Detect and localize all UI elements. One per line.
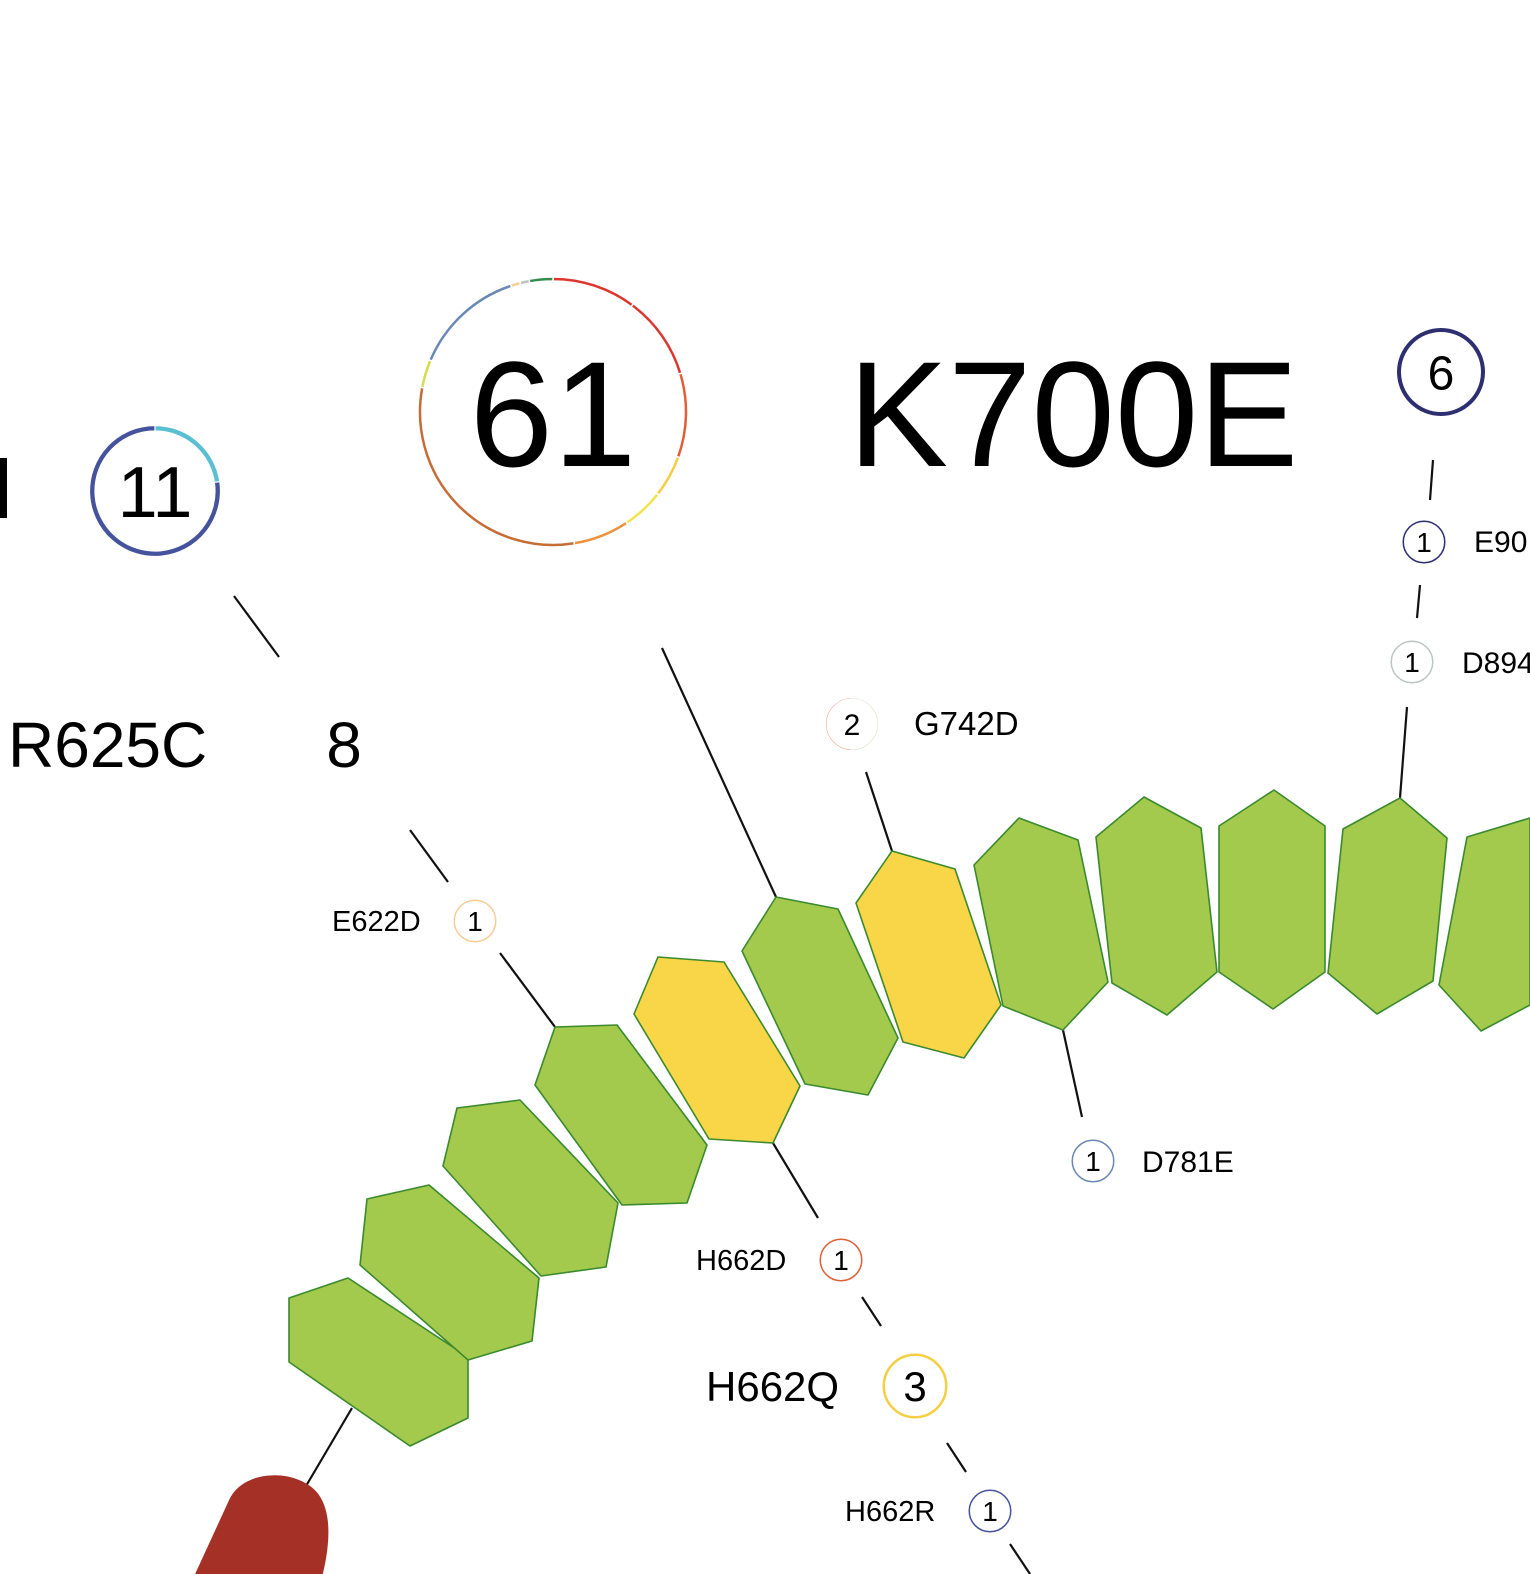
repeat-segment [1327, 797, 1448, 1015]
node-label: D894 [1462, 647, 1530, 680]
node-label: K700E [848, 330, 1298, 498]
connector-g742d [864, 771, 894, 852]
node-count: 1 [1085, 1146, 1101, 1177]
donut-slice [88, 424, 222, 558]
clipped-label-fragment [0, 458, 7, 518]
donut-slice [1397, 328, 1485, 416]
connector-bottom [1009, 1543, 1031, 1574]
node-count: 1 [982, 1496, 998, 1527]
donut-slice [419, 358, 434, 389]
repeat-segment [1218, 789, 1326, 1010]
donut-slice [968, 1489, 1012, 1533]
connector-h662d [772, 1142, 819, 1219]
connector-e902 [1415, 584, 1422, 619]
repeat-segment [1438, 817, 1530, 1032]
node-count: 8 [326, 709, 362, 781]
donut-slice [552, 276, 635, 308]
node-count: 1 [833, 1245, 849, 1276]
donut-slice [630, 302, 684, 376]
connector-k700e [660, 647, 778, 898]
node-label: R625C [8, 709, 207, 781]
donut-slice [882, 1353, 948, 1419]
repeat-segment [973, 817, 1109, 1031]
connector-r625h [233, 595, 280, 658]
heat-repeat-domains [195, 789, 1530, 1574]
node-count: 1 [467, 906, 483, 937]
repeat-segment [442, 1099, 619, 1277]
repeat-segment [633, 956, 801, 1144]
donut-slice [655, 455, 681, 497]
donut-slice [453, 899, 497, 943]
mutation-nodes: 61 K700E 11 8 R625C 6 1 E90 1 D894 [0, 276, 1530, 1533]
donut-slice [819, 1238, 863, 1282]
donut-slice [288, 688, 384, 800]
node-d781e[interactable]: 1 D781E [1071, 1139, 1234, 1183]
donut-slice [518, 278, 531, 286]
donut-slice [509, 280, 522, 289]
node-label: E622D [332, 906, 421, 938]
node-d894[interactable]: 1 D894 [1390, 640, 1530, 684]
node-count: 6 [1428, 347, 1455, 400]
node-count: 3 [903, 1363, 926, 1410]
terminal-domain [195, 1475, 329, 1574]
donut-slice [573, 520, 629, 547]
node-label: D781E [1142, 1146, 1234, 1179]
node-label: H662R [845, 1496, 935, 1528]
node-k666[interactable]: 6 [1397, 328, 1485, 416]
node-count: 1 [1416, 527, 1432, 558]
node-r625c[interactable]: 8 R625C [8, 688, 400, 800]
donut-slice [1402, 520, 1446, 564]
node-label: H662D [696, 1245, 786, 1277]
node-e902[interactable]: 1 E90 [1402, 520, 1527, 564]
connector-d781e [1061, 1029, 1084, 1118]
repeat-segment [534, 1024, 708, 1206]
node-k700e[interactable]: 61 K700E [417, 276, 1298, 548]
donut-slice [824, 696, 853, 752]
node-label: H662Q [706, 1363, 839, 1410]
repeat-segment [741, 896, 899, 1096]
node-h662d[interactable]: 1 H662D [696, 1238, 863, 1282]
connector-k666 [1428, 459, 1435, 501]
repeat-segment [1095, 796, 1218, 1016]
node-h662r[interactable]: 1 H662R [845, 1489, 1012, 1533]
connector-e622d [499, 952, 556, 1028]
node-r625h[interactable]: 11 [88, 424, 222, 558]
node-count: 11 [118, 453, 193, 533]
connector-r625c [409, 829, 449, 883]
donut-slice [675, 372, 689, 459]
donut-slice [1071, 1139, 1115, 1183]
connector-terminal [305, 1407, 353, 1487]
node-count: 61 [470, 330, 637, 498]
node-count: 2 [844, 709, 861, 742]
donut-slice [343, 688, 384, 707]
donut-slice [381, 704, 400, 784]
repeat-segment [288, 1277, 469, 1447]
donut-slice [1390, 640, 1434, 684]
repeat-segment [359, 1184, 540, 1361]
node-g742d[interactable]: 2 G742D [824, 696, 1019, 752]
node-label: G742D [914, 705, 1019, 742]
node-h662q[interactable]: 3 H662Q [706, 1353, 948, 1419]
node-count: 1 [1404, 647, 1420, 678]
repeat-segment [855, 850, 1002, 1059]
connector-h662r [946, 1442, 967, 1473]
donut-slice [528, 276, 554, 284]
connector-h662q [861, 1296, 882, 1327]
node-e622d[interactable]: 1 E622D [332, 899, 497, 943]
connector-d894 [1398, 706, 1409, 799]
connector-lines [233, 459, 1435, 1574]
node-label: E90 [1474, 526, 1527, 559]
